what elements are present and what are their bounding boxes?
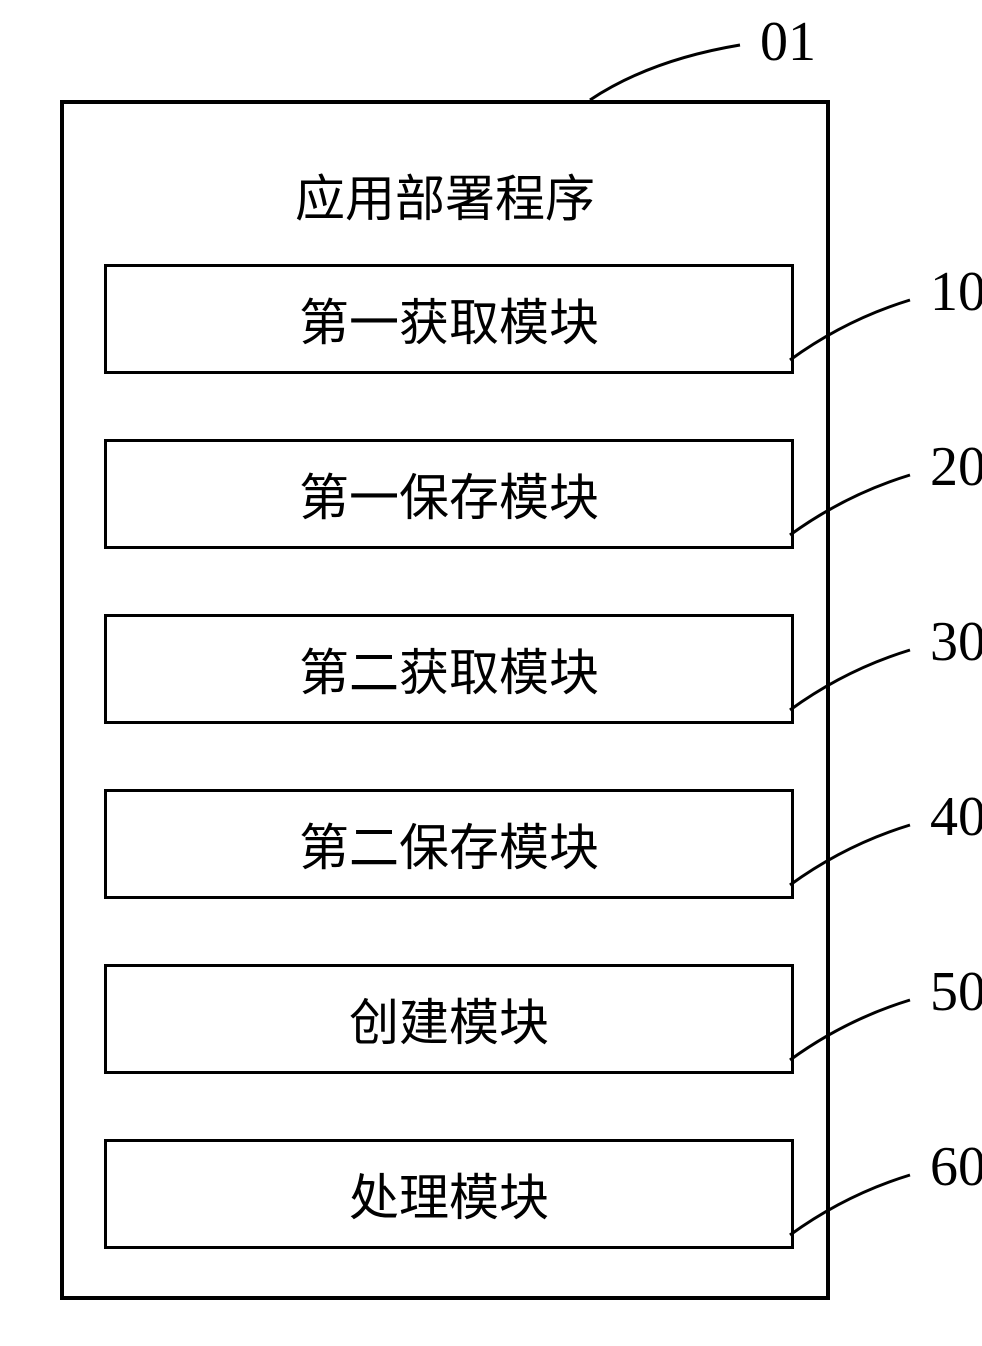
module-6-label: 60 xyxy=(930,1135,982,1199)
module-2-leader xyxy=(790,470,930,540)
module-3-leader xyxy=(790,645,930,715)
module-1-leader xyxy=(790,295,930,365)
module-2-text: 第一保存模块 xyxy=(299,458,599,530)
module-3-text: 第二获取模块 xyxy=(299,633,599,705)
module-6: 处理模块 xyxy=(104,1139,794,1249)
module-1: 第一获取模块 xyxy=(104,264,794,374)
diagram-title: 应用部署程序 xyxy=(64,159,826,231)
module-5-leader xyxy=(790,995,930,1065)
module-4: 第二保存模块 xyxy=(104,789,794,899)
module-6-leader xyxy=(790,1170,930,1240)
module-5: 创建模块 xyxy=(104,964,794,1074)
module-1-text: 第一获取模块 xyxy=(299,283,599,355)
main-label: 01 xyxy=(760,10,816,74)
module-3: 第二获取模块 xyxy=(104,614,794,724)
module-4-text: 第二保存模块 xyxy=(299,808,599,880)
module-6-text: 处理模块 xyxy=(349,1158,549,1230)
module-2: 第一保存模块 xyxy=(104,439,794,549)
module-5-label: 50 xyxy=(930,960,982,1024)
module-4-label: 40 xyxy=(930,785,982,849)
module-5-text: 创建模块 xyxy=(349,983,549,1055)
main-box: 应用部署程序 第一获取模块 第一保存模块 第二获取模块 第二保存模块 创建模块 … xyxy=(60,100,830,1300)
module-2-label: 20 xyxy=(930,435,982,499)
module-4-leader xyxy=(790,820,930,890)
module-3-label: 30 xyxy=(930,610,982,674)
module-1-label: 10 xyxy=(930,260,982,324)
diagram-container: 01 应用部署程序 第一获取模块 第一保存模块 第二获取模块 第二保存模块 创建… xyxy=(60,100,830,1300)
